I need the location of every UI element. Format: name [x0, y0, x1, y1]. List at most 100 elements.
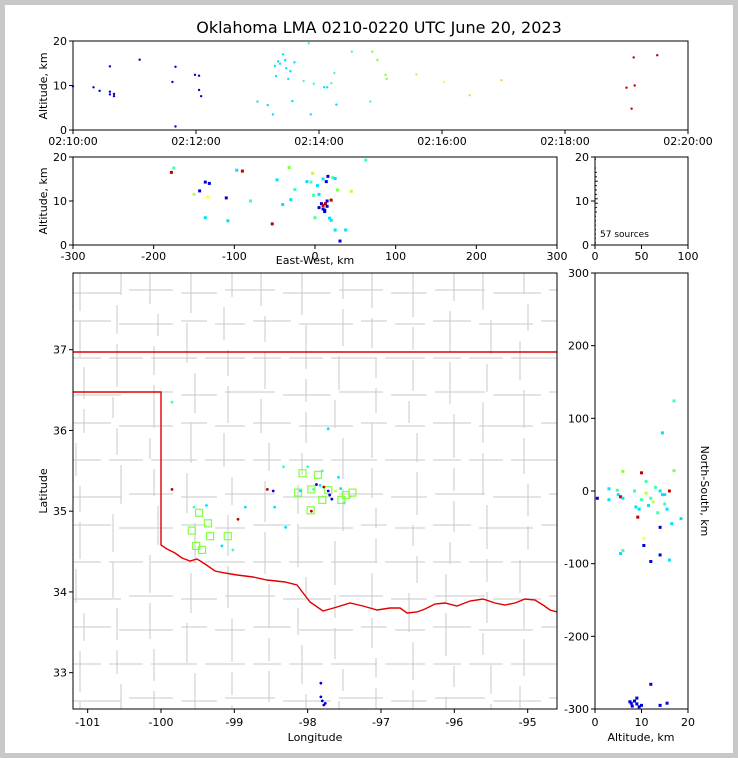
ew-altitude-point	[331, 176, 335, 180]
ns-altitude-point	[679, 517, 683, 521]
plan-view-point	[282, 465, 285, 469]
plan-view-point	[298, 489, 302, 493]
time-altitude-point	[273, 64, 277, 68]
plan-view-xlabel: Longitude	[288, 731, 343, 744]
ns-altitude-point	[621, 469, 625, 473]
ew-x-tick-label: 200	[466, 250, 487, 263]
time-altitude-point	[335, 103, 338, 106]
oklahoma-border	[73, 351, 557, 614]
ew-altitude-point	[281, 203, 285, 207]
hist-x-tick-label: 100	[678, 250, 699, 263]
ew-altitude-point	[324, 180, 328, 184]
lat-tick-label: 34	[53, 586, 67, 599]
ns-altitude-point	[653, 485, 657, 489]
lma-station-marker	[203, 519, 213, 528]
ew-altitude-point	[317, 206, 321, 210]
plan-view-panel	[72, 272, 558, 710]
ew-altitude-point	[235, 168, 239, 172]
ns-altitude-point	[658, 553, 662, 557]
time-altitude-point	[92, 86, 95, 89]
ew-altitude-point	[287, 166, 291, 170]
time-altitude-sources	[71, 42, 659, 128]
time-altitude-point	[633, 84, 636, 87]
time-altitude-point	[326, 86, 329, 89]
plan-view-point	[170, 400, 174, 404]
ns-altitude-point	[658, 525, 662, 529]
ns-altitude-point	[656, 511, 660, 515]
ns-altitude-point	[635, 702, 639, 706]
ew-altitude-point	[169, 170, 173, 174]
figure-frame: Oklahoma LMA 0210-0220 UTC June 20, 2023…	[5, 5, 733, 753]
lat-tick-label: 35	[53, 505, 67, 518]
lma-station-marker	[206, 532, 215, 541]
lma-station-marker	[324, 486, 333, 495]
ew-altitude-point	[323, 202, 327, 206]
ns-altitude-point	[616, 493, 620, 497]
ew-altitude-point	[329, 198, 333, 202]
plan-view-sources	[170, 400, 352, 707]
ns-altitude-point	[672, 469, 676, 473]
ew-altitude-sources	[169, 158, 368, 243]
ew-altitude-point	[325, 204, 329, 208]
ew-altitude-point	[364, 158, 368, 162]
ns-altitude-point	[660, 493, 664, 497]
time-altitude-point	[276, 60, 280, 63]
time-altitude-point	[468, 94, 471, 97]
lma-station-marker	[223, 532, 232, 541]
ew-altitude-point	[338, 239, 342, 243]
plan-view-point	[319, 681, 323, 685]
hist-x-tick-label: 50	[635, 250, 649, 263]
ns-x-tick-label: 20	[681, 716, 695, 729]
ew-altitude-point	[311, 171, 315, 175]
ns-altitude-point	[658, 489, 662, 493]
hist-y-tick-label: 0	[582, 239, 589, 252]
ew-altitude-point	[328, 216, 332, 220]
figure-title: Oklahoma LMA 0210-0220 UTC June 20, 2023	[196, 18, 562, 37]
time-altitude-point	[333, 71, 336, 75]
ew-altitude-point	[172, 166, 176, 170]
ns-altitude-point	[660, 431, 664, 435]
plan-view-point	[342, 501, 346, 505]
time-x-tick-label: 02:10:00	[48, 135, 97, 148]
lon-tick-label: -96	[445, 716, 463, 729]
ns-altitude-point	[607, 498, 611, 502]
lma-station-marker	[294, 488, 303, 497]
ns-altitude-panel	[594, 272, 689, 710]
plan-view-point	[334, 489, 337, 493]
time-altitude-point	[174, 65, 177, 69]
ew-altitude-point	[321, 207, 325, 211]
time-x-tick-label: 02:14:00	[294, 135, 343, 148]
ew-altitude-point	[344, 228, 348, 232]
time-altitude-point	[285, 66, 288, 70]
ns-altitude-point	[644, 480, 648, 484]
ns-altitude-point	[670, 522, 674, 526]
time-altitude-point	[500, 78, 503, 82]
lma-stations	[187, 469, 357, 555]
ns-altitude-point	[619, 551, 623, 555]
lon-tick-label: -100	[149, 716, 174, 729]
time-altitude-point	[171, 80, 174, 84]
ew-altitude-point	[317, 192, 321, 196]
plan-view-point	[271, 489, 275, 493]
ew-altitude-xlabel: East-West, km	[276, 254, 354, 267]
ns-altitude-point	[630, 704, 634, 708]
ns-altitude-point	[619, 495, 623, 499]
ns-altitude-point	[665, 507, 669, 511]
plan-view-point	[326, 489, 330, 493]
plan-view-point	[348, 495, 352, 499]
ns-altitude-point	[642, 544, 646, 547]
ew-altitude-point	[198, 189, 202, 193]
ns-altitude-point	[649, 496, 653, 500]
ew-altitude-point	[293, 188, 297, 192]
time-x-tick-label: 02:16:00	[417, 135, 466, 148]
plan-view-point	[323, 701, 327, 705]
time-y-tick-label: 0	[60, 124, 67, 137]
plan-view-point	[192, 505, 196, 509]
ew-altitude-point	[315, 184, 319, 188]
ew-altitude-point	[192, 192, 196, 196]
time-altitude-point	[108, 65, 112, 68]
ns-altitude-point	[663, 502, 667, 506]
time-x-tick-label: 02:18:00	[540, 135, 589, 148]
time-altitude-point	[302, 79, 305, 83]
plan-view-point	[322, 485, 326, 489]
